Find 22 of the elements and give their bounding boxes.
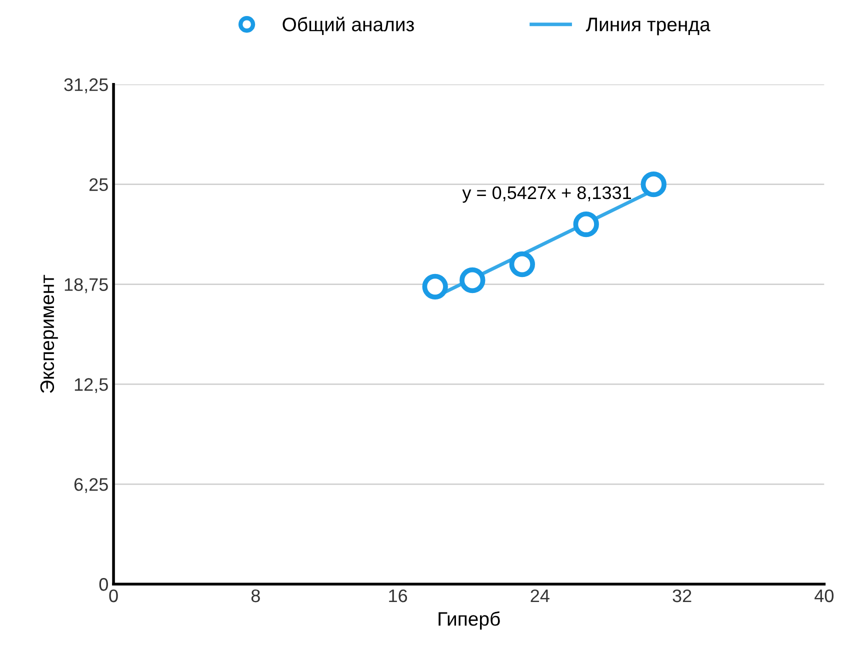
point (573, 211, 599, 238)
annotation: y = 0,5427x + 8,1331 (462, 186, 631, 203)
x-tick-label: 32 (672, 589, 692, 602)
x-tick-label: 16 (389, 589, 408, 602)
y-axis-title: Эксперимент (40, 274, 58, 393)
point (422, 274, 448, 300)
legend-label: Линия тренда (586, 18, 710, 36)
y-tick-label: 18,75 (64, 278, 108, 294)
y-tick-label: 25 (90, 178, 108, 192)
y-tick-label: 31,25 (64, 78, 108, 94)
point (460, 267, 486, 294)
y-tick-label: 0 (99, 578, 108, 591)
point (509, 251, 535, 278)
x-tick-label: 8 (251, 589, 260, 602)
point (640, 171, 666, 198)
x-tick-label: 40 (814, 589, 834, 602)
y-tick-label: 12,5 (74, 378, 108, 394)
y-tick-label: 6,25 (74, 478, 108, 494)
x-axis-title: Гиперб (438, 611, 500, 630)
legend-label: Общий анализ (282, 16, 414, 36)
x-tick-label: 24 (530, 589, 550, 602)
x-tick-label: 0 (109, 589, 118, 602)
